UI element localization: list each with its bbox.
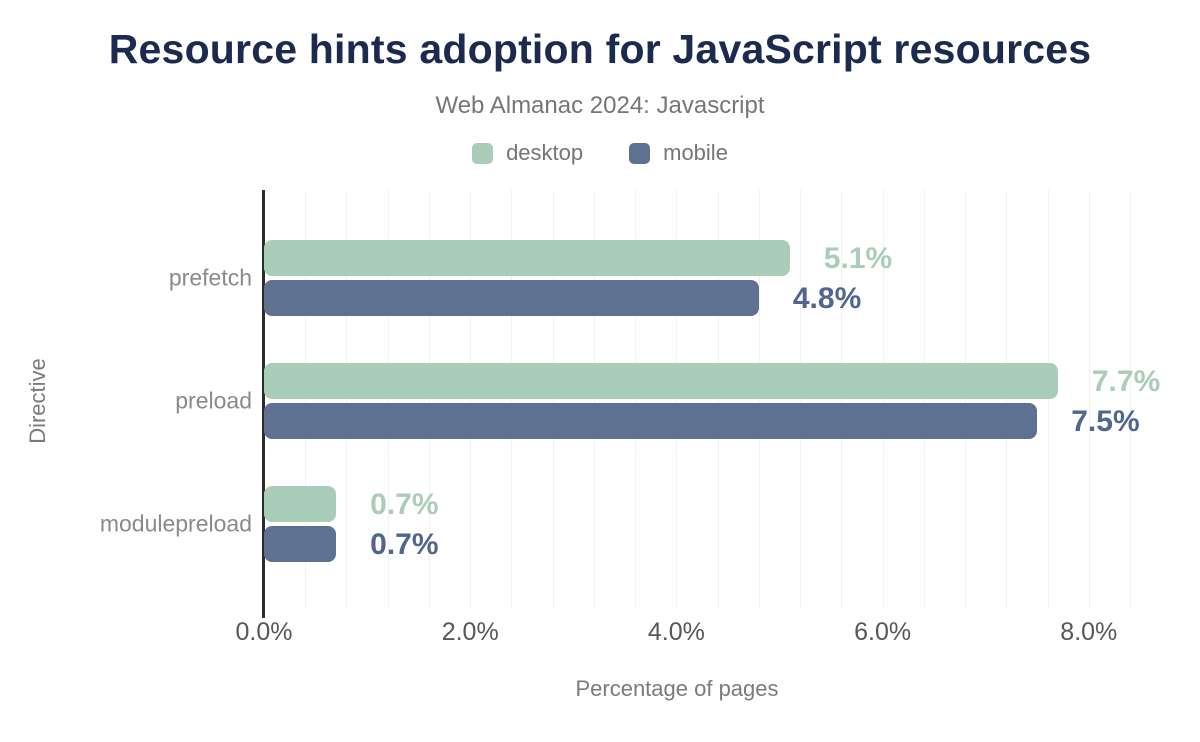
gridline bbox=[635, 190, 637, 608]
gridline bbox=[676, 190, 678, 608]
category-label-modulepreload: modulepreload bbox=[99, 510, 252, 537]
gridline bbox=[1130, 190, 1132, 608]
bar-value-label: 4.8% bbox=[792, 282, 862, 315]
chart-subtitle: Web Almanac 2024: Javascript bbox=[435, 92, 765, 119]
gridline bbox=[428, 190, 430, 608]
gridline bbox=[758, 190, 760, 608]
gridline bbox=[346, 190, 348, 608]
x-tick-label: 4.0% bbox=[647, 618, 705, 646]
bar-value-label: 0.7% bbox=[370, 528, 439, 561]
x-axis-title: Percentage of pages bbox=[575, 676, 779, 701]
gridline bbox=[511, 190, 513, 608]
bar-desktop-prefetch[interactable] bbox=[264, 240, 790, 276]
gridline bbox=[387, 190, 389, 608]
gridline bbox=[1047, 190, 1049, 608]
bar-mobile-modulepreload[interactable] bbox=[264, 526, 337, 562]
legend-swatch-desktop bbox=[472, 142, 494, 164]
x-tick-label: 8.0% bbox=[1060, 618, 1118, 646]
legend-item-desktop[interactable]: desktop bbox=[472, 140, 583, 166]
x-tick-label: 0.0% bbox=[235, 618, 293, 646]
legend-swatch-mobile bbox=[629, 142, 651, 164]
legend-label: mobile bbox=[663, 140, 728, 165]
gridline bbox=[923, 190, 925, 608]
chart-title: Resource hints adoption for JavaScript r… bbox=[108, 26, 1092, 72]
bar-value-label: 0.7% bbox=[370, 488, 439, 521]
bar-mobile-preload[interactable] bbox=[264, 403, 1038, 439]
bar-value-label: 5.1% bbox=[823, 242, 893, 275]
x-tick-label: 2.0% bbox=[441, 618, 499, 646]
gridline bbox=[882, 190, 884, 608]
gridline bbox=[800, 190, 802, 608]
legend-item-mobile[interactable]: mobile bbox=[629, 140, 728, 166]
gridline bbox=[841, 190, 843, 608]
gridline bbox=[1006, 190, 1008, 608]
gridline bbox=[305, 190, 307, 608]
y-axis-line bbox=[262, 190, 265, 618]
gridline bbox=[593, 190, 595, 608]
gridline bbox=[552, 190, 554, 608]
bar-mobile-prefetch[interactable] bbox=[264, 280, 759, 316]
category-label-preload: preload bbox=[175, 387, 252, 414]
gridline bbox=[965, 190, 967, 608]
bar-desktop-modulepreload[interactable] bbox=[264, 486, 337, 522]
bar-value-label: 7.7% bbox=[1091, 365, 1161, 398]
gridline bbox=[717, 190, 719, 608]
x-tick-label: 6.0% bbox=[854, 618, 912, 646]
bar-value-label: 7.5% bbox=[1071, 405, 1140, 438]
legend: desktop mobile bbox=[0, 140, 1200, 166]
bar-desktop-preload[interactable] bbox=[264, 363, 1058, 399]
legend-label: desktop bbox=[506, 140, 584, 165]
category-label-prefetch: prefetch bbox=[168, 264, 252, 291]
gridline bbox=[1088, 190, 1090, 608]
y-axis-title: Directive bbox=[25, 358, 50, 444]
gridline bbox=[470, 190, 472, 608]
